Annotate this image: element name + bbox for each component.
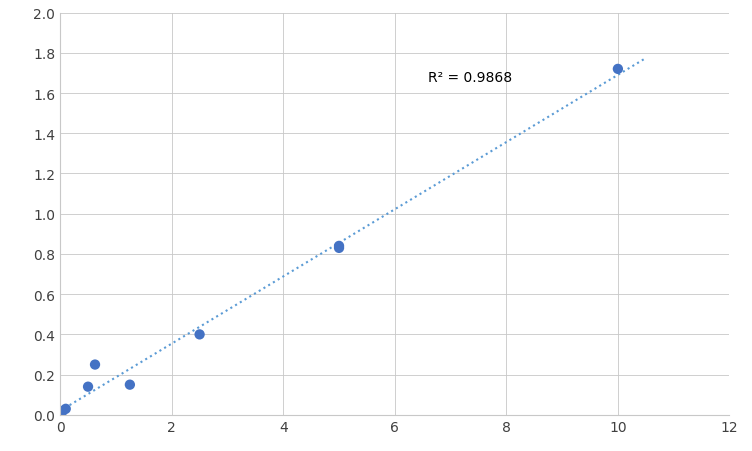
Point [193,331,205,338]
Text: R² = 0.9868: R² = 0.9868 [428,71,512,85]
Point [82,383,94,391]
Point [54,411,66,419]
Point [57,407,69,414]
Point [89,361,101,368]
Point [333,243,345,250]
Point [124,381,136,388]
Point [612,66,624,74]
Point [59,405,71,413]
Point [333,245,345,252]
